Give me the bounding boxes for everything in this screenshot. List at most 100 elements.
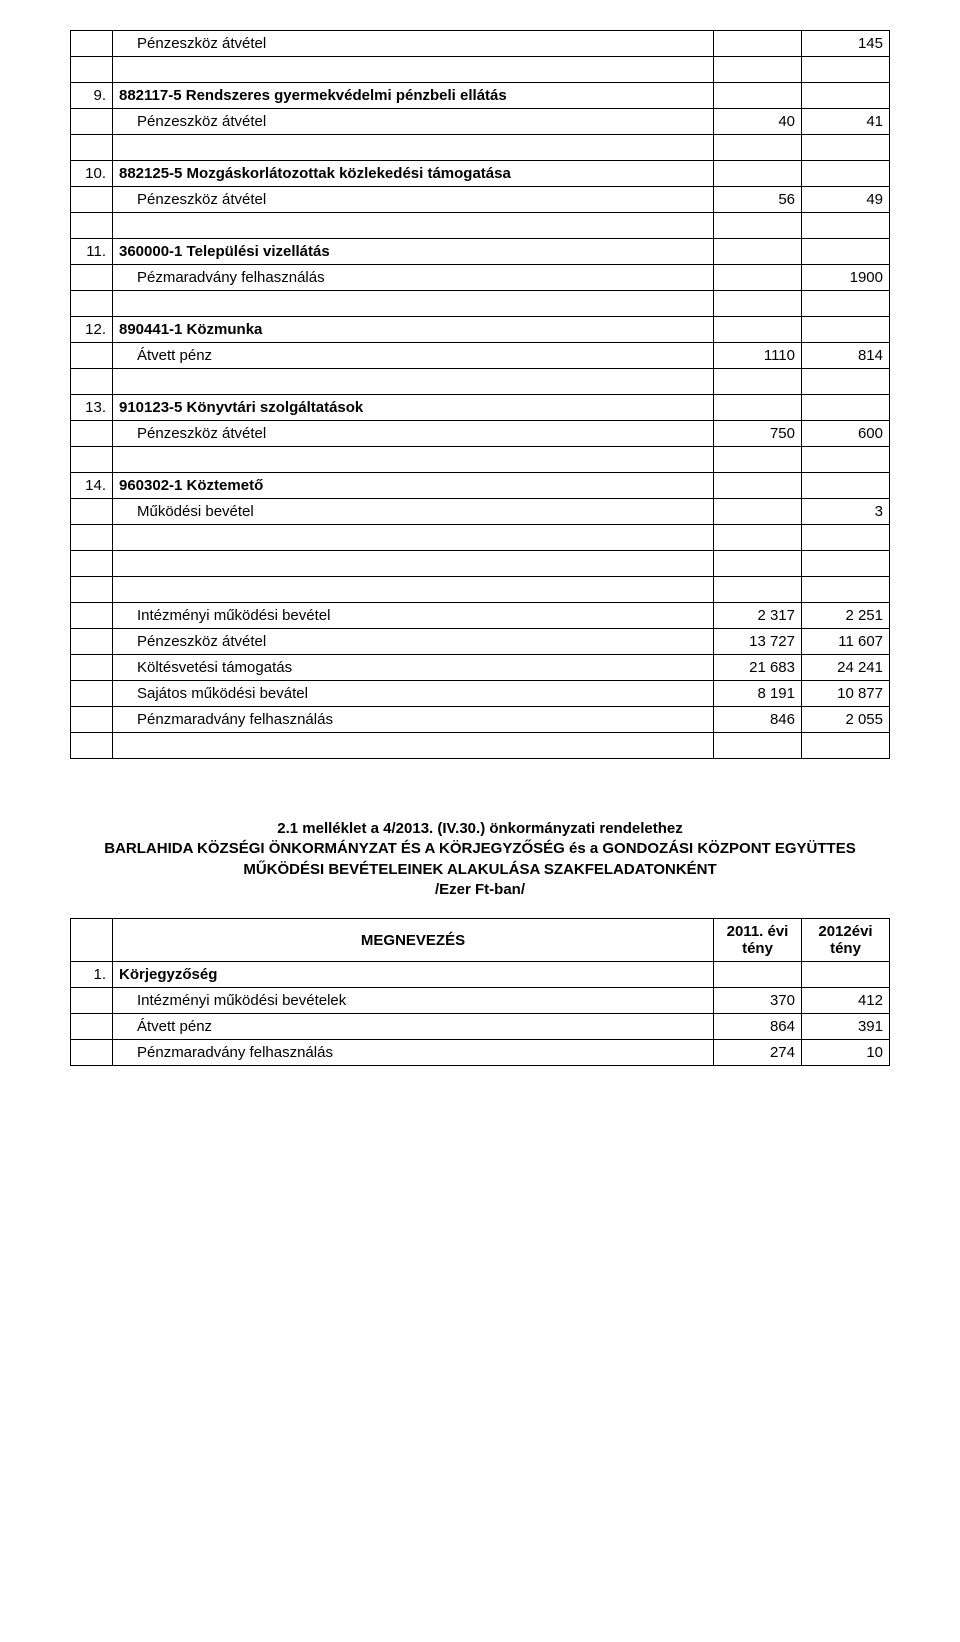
appendix-line-2: BARLAHIDA KÖZSÉGI ÖNKORMÁNYZAT ÉS A KÖRJ… [70,839,890,880]
row-description: Pénzeszköz átvétel [113,187,714,213]
table-row: Pénzmaradvány felhasználás8462 055 [71,707,890,733]
row-value-2 [802,733,890,759]
table-row [71,551,890,577]
row-description [113,577,714,603]
row-value-2 [802,395,890,421]
row-value-1: 13 727 [714,629,802,655]
row-value-2 [802,551,890,577]
row-description: Pénzeszköz átvétel [113,31,714,57]
header-desc: MEGNEVEZÉS [113,919,714,962]
row-value-1 [714,57,802,83]
row-value-2 [802,577,890,603]
row-description [113,447,714,473]
row-number [71,421,113,447]
row-number [71,343,113,369]
table-row [71,525,890,551]
table-row: Átvett pénz1110814 [71,343,890,369]
row-number [71,629,113,655]
row-description: Átvett pénz [113,1014,714,1040]
row-description [113,369,714,395]
row-number [71,213,113,239]
header-year1: 2011. évi tény [714,919,802,962]
table-row: Pénzeszköz átvétel5649 [71,187,890,213]
row-value-2 [802,317,890,343]
row-value-1 [714,161,802,187]
row-value-1 [714,473,802,499]
row-description: Pénzeszköz átvétel [113,109,714,135]
table-row: Működési bevétel 3 [71,499,890,525]
row-number [71,109,113,135]
row-number [71,603,113,629]
row-value-1: 21 683 [714,655,802,681]
row-description: 910123-5 Könyvtári szolgáltatások [113,395,714,421]
row-value-2: 49 [802,187,890,213]
row-description: Pénzmaradvány felhasználás [113,1040,714,1066]
table-row: Pénzmaradvány felhasználás27410 [71,1040,890,1066]
main-data-table: Pénzeszköz átvétel1459.882117-5 Rendszer… [70,30,890,759]
row-description [113,57,714,83]
row-description [113,291,714,317]
table-row [71,135,890,161]
row-value-2: 3 [802,499,890,525]
row-value-1 [714,447,802,473]
row-value-1 [714,525,802,551]
row-description [113,525,714,551]
table-row: 12.890441-1 Közmunka [71,317,890,343]
row-description: Intézményi működési bevételek [113,988,714,1014]
row-value-1: 274 [714,1040,802,1066]
row-value-2 [802,291,890,317]
row-number [71,988,113,1014]
row-value-2: 10 877 [802,681,890,707]
row-description: Intézményi működési bevétel [113,603,714,629]
row-value-1 [714,239,802,265]
row-number: 14. [71,473,113,499]
row-description: Körjegyzőség [113,962,714,988]
table-row [71,291,890,317]
row-value-2 [802,962,890,988]
row-value-2: 11 607 [802,629,890,655]
appendix-line-3: /Ezer Ft-ban/ [70,880,890,900]
row-value-2 [802,473,890,499]
row-value-2: 24 241 [802,655,890,681]
second-table-header: MEGNEVEZÉS 2011. évi tény 2012évi tény [71,919,890,962]
row-description: Pénzeszköz átvétel [113,629,714,655]
row-value-1 [714,135,802,161]
row-value-2 [802,135,890,161]
row-value-2 [802,83,890,109]
header-year2: 2012évi tény [802,919,890,962]
row-value-2: 600 [802,421,890,447]
row-number [71,1040,113,1066]
row-value-1: 56 [714,187,802,213]
row-value-1: 1110 [714,343,802,369]
table-row [71,213,890,239]
row-value-1: 750 [714,421,802,447]
table-row: Pénzeszköz átvétel750600 [71,421,890,447]
row-value-1 [714,317,802,343]
row-number [71,551,113,577]
table-row: 13.910123-5 Könyvtári szolgáltatások [71,395,890,421]
row-number [71,733,113,759]
row-number [71,187,113,213]
row-description: 882117-5 Rendszeres gyermekvédelmi pénzb… [113,83,714,109]
row-value-2: 2 251 [802,603,890,629]
row-number [71,499,113,525]
row-description: 890441-1 Közmunka [113,317,714,343]
row-number: 1. [71,962,113,988]
row-value-1 [714,962,802,988]
row-value-2 [802,369,890,395]
row-description: Átvett pénz [113,343,714,369]
row-number [71,1014,113,1040]
row-value-1 [714,395,802,421]
table-row [71,369,890,395]
row-description: 882125-5 Mozgáskorlátozottak közlekedési… [113,161,714,187]
row-value-1: 370 [714,988,802,1014]
row-number: 12. [71,317,113,343]
row-value-1: 8 191 [714,681,802,707]
row-value-2 [802,161,890,187]
header-empty [71,919,113,962]
row-number: 9. [71,83,113,109]
appendix-heading: 2.1 melléklet a 4/2013. (IV.30.) önkormá… [70,819,890,900]
row-description [113,551,714,577]
row-description: Működési bevétel [113,499,714,525]
table-row: Pénzeszköz átvétel13 72711 607 [71,629,890,655]
